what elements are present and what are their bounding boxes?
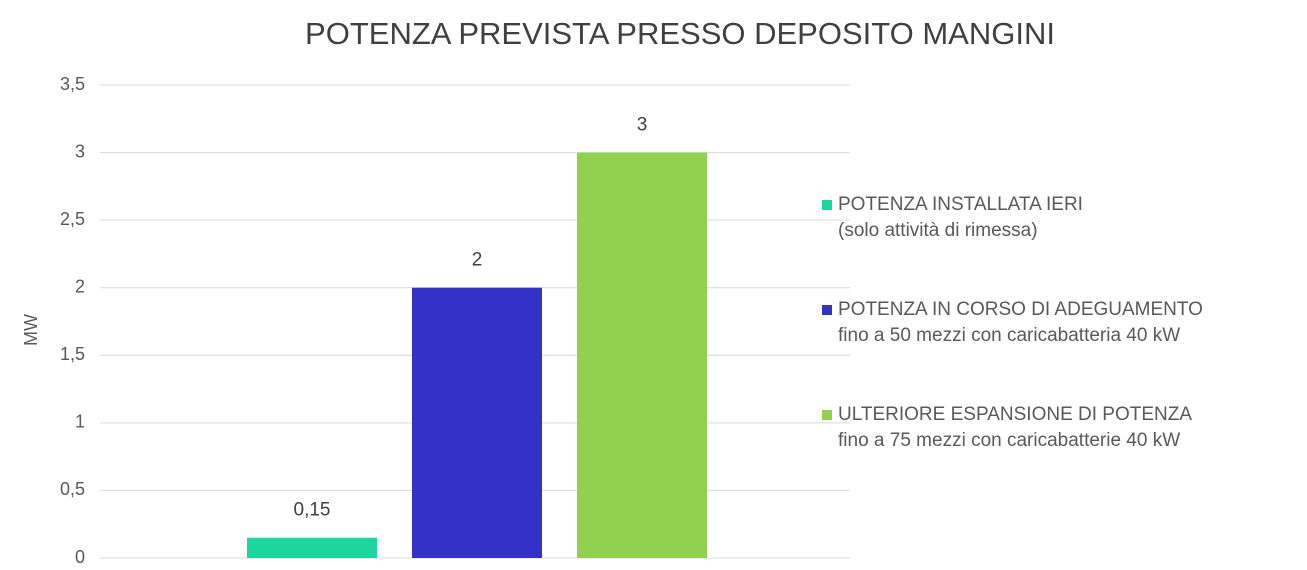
y-tick-label: 2,5 <box>60 209 85 229</box>
legend-label: POTENZA IN CORSO DI ADEGUAMENTO <box>838 299 1203 320</box>
legend-detail: fino a 75 mezzi con caricabatterie 40 kW <box>838 430 1180 451</box>
y-tick-label: 0,5 <box>60 479 85 499</box>
chart-title: POTENZA PREVISTA PRESSO DEPOSITO MANGINI <box>305 16 1055 51</box>
bar <box>412 287 542 558</box>
legend-marker <box>822 410 832 420</box>
legend-detail: (solo attività di rimessa) <box>838 220 1038 241</box>
bar <box>577 152 707 559</box>
y-tick-label: 3 <box>75 141 85 161</box>
y-tick-label: 1 <box>75 412 85 432</box>
legend-label: ULTERIORE ESPANSIONE DI POTENZA <box>838 404 1192 425</box>
legend-marker <box>822 200 832 210</box>
y-axis-label: MW <box>21 314 41 346</box>
data-label: 2 <box>472 250 483 271</box>
legend-marker <box>822 305 832 315</box>
legend-detail: fino a 50 mezzi con caricabatteria 40 kW <box>838 325 1180 346</box>
y-tick-label: 3,5 <box>60 74 85 94</box>
legend-label: POTENZA INSTALLATA IERI <box>838 194 1083 215</box>
data-label: 0,15 <box>294 500 331 521</box>
bar <box>247 537 377 558</box>
y-tick-label: 1,5 <box>60 344 85 364</box>
y-tick-label: 2 <box>75 276 85 296</box>
y-tick-label: 0 <box>75 547 85 567</box>
data-label: 3 <box>637 115 648 136</box>
